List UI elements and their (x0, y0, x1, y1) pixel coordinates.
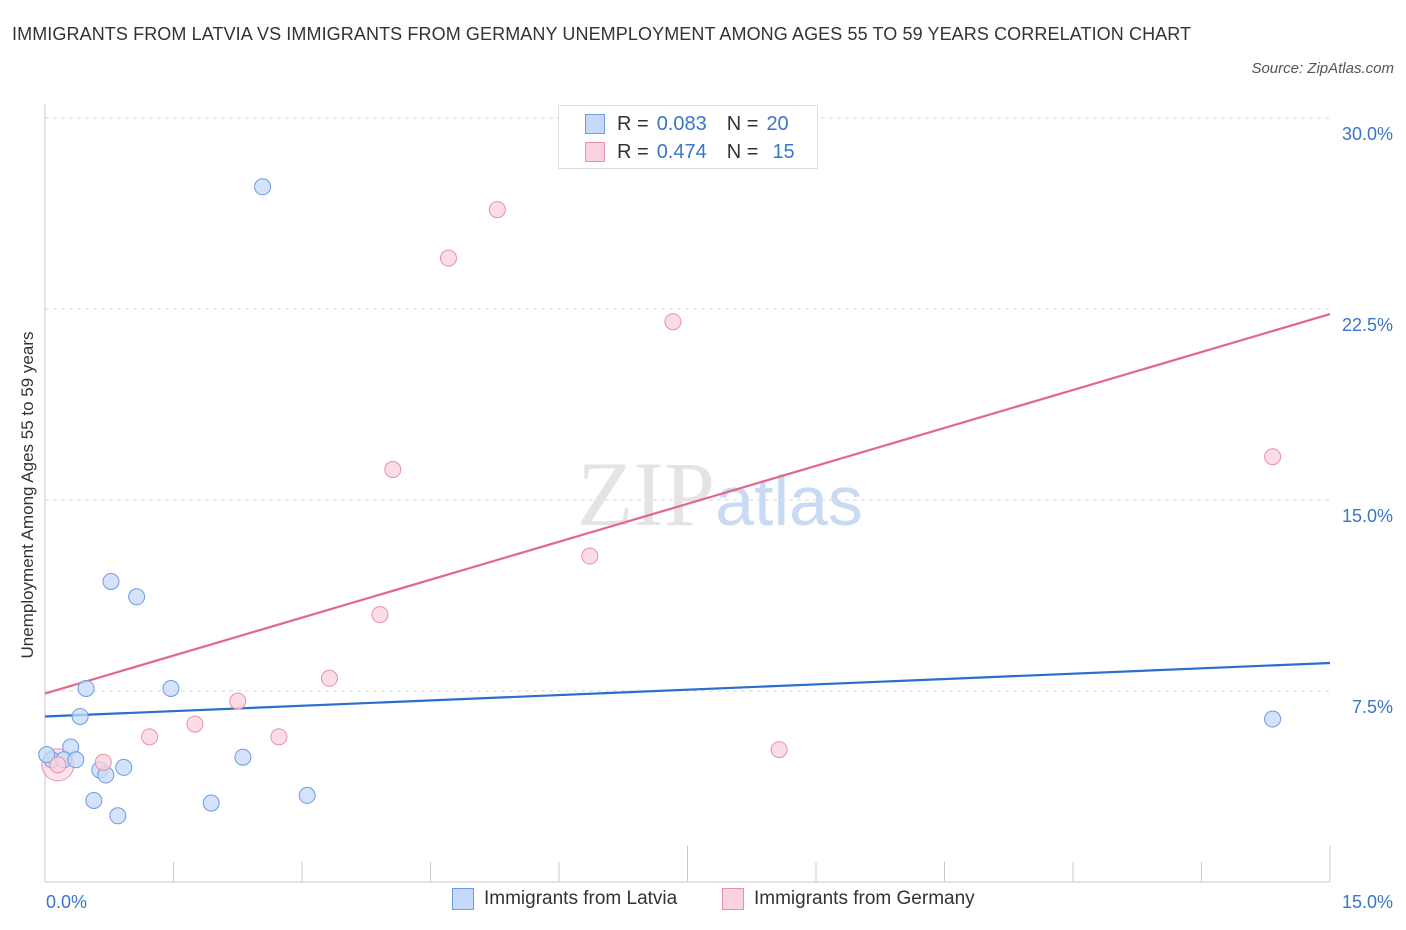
series-legend: Immigrants from Latvia Immigrants from G… (0, 888, 1406, 916)
y-tick-label: 15.0% (1342, 506, 1393, 526)
latvia-point (115, 758, 133, 776)
data-points (38, 178, 1282, 825)
legend-germany-label: Immigrants from Germany (754, 888, 975, 909)
germany-point (94, 753, 112, 771)
latvia-point (1264, 710, 1282, 728)
watermark-atlas: atlas (715, 462, 863, 540)
germany-n-value: 15 (772, 140, 795, 163)
germany-point (581, 547, 599, 565)
latvia-trend-line (44, 661, 1331, 718)
latvia-point (109, 807, 127, 825)
germany-r-value: 0.474 (656, 140, 707, 163)
legend-germany-swatch (722, 888, 744, 910)
y-tick-label: 22.5% (1342, 315, 1393, 335)
germany-point (186, 715, 204, 733)
germany-point (320, 669, 338, 687)
germany-trend-line (44, 313, 1331, 695)
legend-item-germany: Immigrants from Germany (722, 888, 975, 910)
germany-swatch (585, 142, 605, 162)
latvia-point (254, 178, 272, 196)
germany-point (384, 460, 402, 478)
germany-point (371, 606, 389, 624)
latvia-point (67, 751, 85, 769)
x-tick-label-max: 15.0% (1342, 892, 1393, 912)
latvia-point (128, 588, 146, 606)
latvia-point (85, 792, 103, 810)
latvia-point (202, 794, 220, 812)
germany-point (141, 728, 159, 746)
germany-point (770, 741, 788, 759)
watermark: ZIPatlas (577, 443, 863, 545)
gridlines (45, 117, 1330, 692)
latvia-point (298, 786, 316, 804)
germany-point (270, 728, 288, 746)
legend-latvia-swatch (452, 888, 474, 910)
germany-point (49, 756, 67, 774)
latvia-point (234, 748, 252, 766)
germany-point (664, 313, 682, 331)
trend-lines (44, 313, 1331, 718)
chart-title: IMMIGRANTS FROM LATVIA VS IMMIGRANTS FRO… (12, 24, 1192, 44)
legend-row-germany: R = 0.474 N = 15 (585, 140, 795, 164)
latvia-point (77, 679, 95, 697)
germany-point (439, 249, 457, 267)
latvia-point (162, 679, 180, 697)
latvia-point (71, 707, 89, 725)
x-tick-label-min: 0.0% (46, 892, 87, 912)
latvia-n-value: 20 (766, 112, 789, 135)
legend-latvia-label: Immigrants from Latvia (484, 888, 678, 909)
germany-point (229, 692, 247, 710)
latvia-r-value: 0.083 (656, 112, 707, 135)
tick-labels: 7.5% 15.0% 22.5% 30.0% 0.0% 15.0% (46, 124, 1393, 912)
germany-point (488, 201, 506, 219)
latvia-swatch (585, 114, 605, 134)
watermark-zip: ZIP (577, 443, 715, 545)
latvia-point (38, 746, 56, 764)
correlation-legend: R = 0.083 N = 20 R = 0.474 N = 15 (558, 105, 818, 169)
legend-row-latvia: R = 0.083 N = 20 (585, 112, 789, 136)
y-tick-label: 7.5% (1352, 697, 1393, 717)
legend-item-latvia: Immigrants from Latvia (452, 888, 677, 910)
source-label: Source: ZipAtlas.com (1251, 60, 1394, 77)
germany-point (1264, 448, 1282, 466)
latvia-point (102, 572, 120, 590)
y-tick-label: 30.0% (1342, 124, 1393, 144)
